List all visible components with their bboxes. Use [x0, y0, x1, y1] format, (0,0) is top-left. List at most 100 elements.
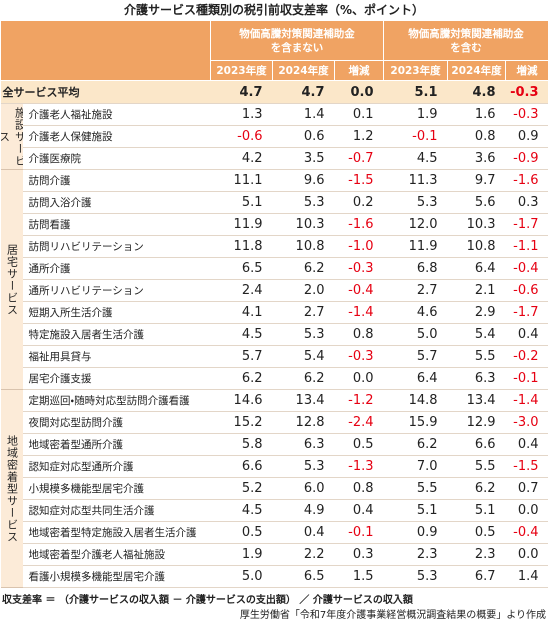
- value-cell: -0.4: [506, 522, 548, 544]
- source: 厚生労働省「令和7年度介護事業経営概況調査結果の概要」より作成: [2, 606, 546, 620]
- value-cell: -0.3: [506, 81, 548, 104]
- section-label: 地域密着型サービス: [1, 390, 23, 588]
- row-label: 地域密着型介護老人福祉施設: [23, 544, 211, 566]
- value-cell: 15.9: [384, 412, 448, 434]
- value-cell: -0.7: [335, 148, 384, 170]
- section-label: 施設サービス: [1, 104, 23, 170]
- value-cell: 5.8: [211, 434, 273, 456]
- value-cell: 3.5: [273, 148, 335, 170]
- value-cell: -0.2: [506, 346, 548, 368]
- value-cell: 6.2: [273, 368, 335, 390]
- value-cell: 5.3: [273, 456, 335, 478]
- value-cell: 6.2: [211, 368, 273, 390]
- value-cell: 1.4: [273, 104, 335, 126]
- value-cell: 4.9: [273, 500, 335, 522]
- value-cell: 0.5: [448, 522, 506, 544]
- value-cell: -1.1: [506, 236, 548, 258]
- value-cell: 6.3: [448, 368, 506, 390]
- value-cell: 4.2: [211, 148, 273, 170]
- value-cell: 5.1: [384, 500, 448, 522]
- value-cell: 0.4: [506, 434, 548, 456]
- value-cell: -0.4: [506, 258, 548, 280]
- value-cell: 10.3: [448, 214, 506, 236]
- value-cell: 14.6: [211, 390, 273, 412]
- value-cell: 0.3: [506, 192, 548, 214]
- value-cell: 6.8: [384, 258, 448, 280]
- value-cell: 4.5: [211, 500, 273, 522]
- value-cell: 1.9: [384, 104, 448, 126]
- value-cell: 5.0: [384, 324, 448, 346]
- value-cell: 0.2: [335, 192, 384, 214]
- value-cell: 4.5: [211, 324, 273, 346]
- value-cell: -1.6: [506, 170, 548, 192]
- value-cell: 6.2: [384, 434, 448, 456]
- row-label: 地域密着型通所介護: [23, 434, 211, 456]
- row-label: 通所リハビリテーション: [23, 280, 211, 302]
- value-cell: 6.5: [211, 258, 273, 280]
- value-cell: -1.4: [506, 390, 548, 412]
- row-label: 介護老人福祉施設: [23, 104, 211, 126]
- value-cell: 5.3: [384, 192, 448, 214]
- value-cell: 5.7: [211, 346, 273, 368]
- value-cell: 2.3: [384, 544, 448, 566]
- row-label: 福祉用具貸与: [23, 346, 211, 368]
- value-cell: 4.7: [211, 81, 273, 104]
- value-cell: 7.0: [384, 456, 448, 478]
- value-cell: 0.4: [506, 324, 548, 346]
- row-label: 看護小規模多機能型居宅介護: [23, 566, 211, 588]
- value-cell: 0.0: [506, 544, 548, 566]
- value-cell: 5.7: [384, 346, 448, 368]
- title: 介護サービス種類別の税引前収支差率（%、ポイント）: [0, 0, 548, 20]
- value-cell: 0.1: [335, 104, 384, 126]
- value-cell: 5.4: [448, 324, 506, 346]
- value-cell: 5.2: [211, 478, 273, 500]
- row-label: 居宅介護支援: [23, 368, 211, 390]
- value-cell: 2.1: [448, 280, 506, 302]
- value-cell: 4.5: [384, 148, 448, 170]
- value-cell: 6.3: [273, 434, 335, 456]
- value-cell: 0.0: [335, 81, 384, 104]
- column-header: 2023年度: [384, 61, 448, 81]
- value-cell: 11.9: [384, 236, 448, 258]
- value-cell: 1.6: [448, 104, 506, 126]
- value-cell: -0.3: [506, 104, 548, 126]
- row-label: 訪問リハビリテーション: [23, 236, 211, 258]
- value-cell: 5.1: [384, 81, 448, 104]
- row-label: 特定施設入居者生活介護: [23, 324, 211, 346]
- row-label: 地域密着型特定施設入居者生活介護: [23, 522, 211, 544]
- value-cell: 1.9: [211, 544, 273, 566]
- value-cell: 6.0: [273, 478, 335, 500]
- value-cell: 4.7: [273, 81, 335, 104]
- value-cell: 0.4: [335, 500, 384, 522]
- value-cell: 0.9: [506, 126, 548, 148]
- value-cell: 0.6: [273, 126, 335, 148]
- value-cell: 2.2: [273, 544, 335, 566]
- value-cell: -1.5: [506, 456, 548, 478]
- value-cell: 0.3: [335, 544, 384, 566]
- value-cell: 2.9: [448, 302, 506, 324]
- row-label: 夜間対応型訪問介護: [23, 412, 211, 434]
- value-cell: 12.0: [384, 214, 448, 236]
- group-header-line: を含む: [384, 41, 548, 55]
- value-cell: 15.2: [211, 412, 273, 434]
- value-cell: 1.3: [211, 104, 273, 126]
- value-cell: 2.7: [384, 280, 448, 302]
- value-cell: -0.9: [506, 148, 548, 170]
- value-cell: 2.0: [273, 280, 335, 302]
- value-cell: 0.8: [448, 126, 506, 148]
- value-cell: -0.1: [335, 522, 384, 544]
